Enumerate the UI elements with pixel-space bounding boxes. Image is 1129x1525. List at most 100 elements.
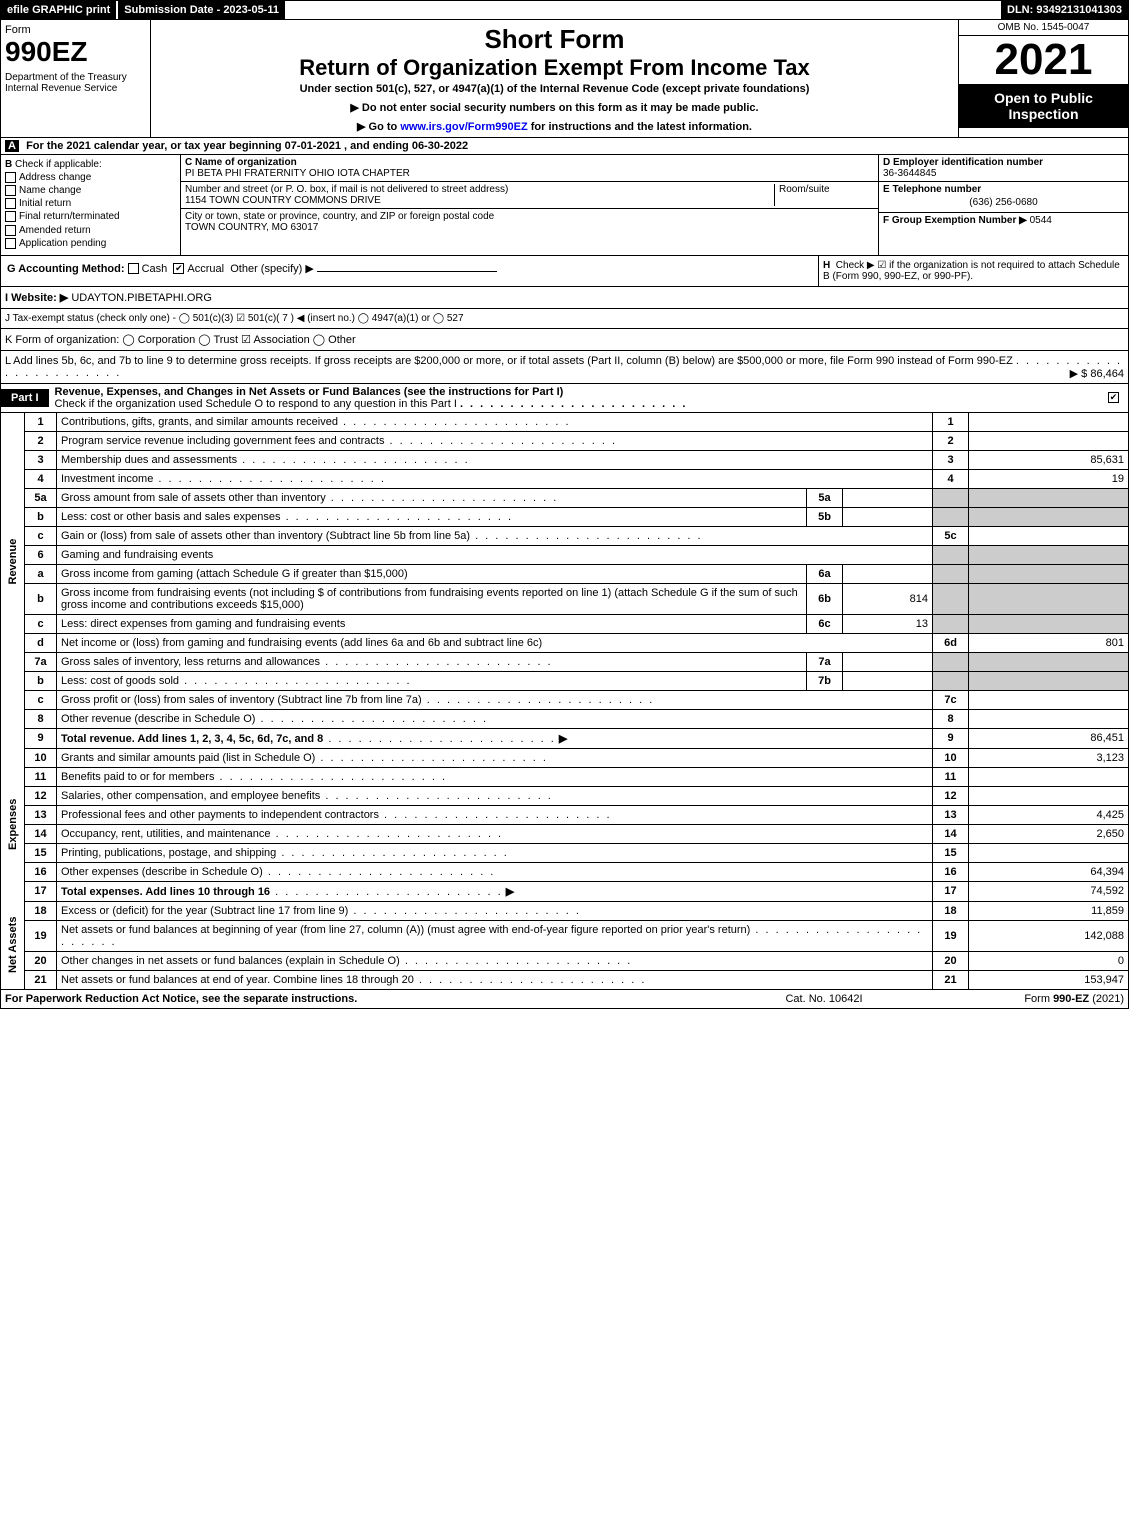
part-i-header: Part I Revenue, Expenses, and Changes in… [0, 384, 1129, 413]
irs-link[interactable]: www.irs.gov/Form990EZ [400, 121, 527, 133]
footer-mid: Cat. No. 10642I [724, 993, 924, 1005]
chk-application-pending[interactable]: Application pending [5, 238, 176, 249]
sv7b [969, 671, 1129, 690]
line-14: 14 Occupancy, rent, utilities, and maint… [1, 824, 1129, 843]
page-footer: For Paperwork Reduction Act Notice, see … [0, 990, 1129, 1009]
c21: 21 [933, 970, 969, 989]
v11 [969, 767, 1129, 786]
n3: 3 [25, 450, 57, 469]
line-6b: b Gross income from fundraising events (… [1, 583, 1129, 614]
d12: Salaries, other compensation, and employ… [61, 790, 320, 802]
b5a: 5a [807, 488, 843, 507]
n15: 15 [25, 843, 57, 862]
part-i-checkbox[interactable] [1102, 390, 1128, 406]
org-name-row: C Name of organization PI BETA PHI FRATE… [181, 155, 878, 182]
footer-left: For Paperwork Reduction Act Notice, see … [5, 993, 724, 1005]
bv6b: 814 [843, 583, 933, 614]
label-b: B [5, 159, 12, 170]
v15 [969, 843, 1129, 862]
n6b: b [25, 583, 57, 614]
line-20: 20 Other changes in net assets or fund b… [1, 951, 1129, 970]
efile-label[interactable]: efile GRAPHIC print [1, 1, 116, 19]
c1: 1 [933, 413, 969, 432]
chk-initial-return[interactable]: Initial return [5, 198, 176, 209]
row-k: K Form of organization: ◯ Corporation ◯ … [0, 329, 1129, 351]
c3: 3 [933, 450, 969, 469]
n2: 2 [25, 431, 57, 450]
ein-row: D Employer identification number 36-3644… [879, 155, 1128, 182]
short-form-label: Short Form [159, 24, 950, 55]
sv5b [969, 507, 1129, 526]
b6a: 6a [807, 564, 843, 583]
phone-value: (636) 256-0680 [883, 195, 1124, 210]
n5a: 5a [25, 488, 57, 507]
h-label: H [823, 260, 830, 271]
sv6a [969, 564, 1129, 583]
v1 [969, 413, 1129, 432]
chk-cash[interactable] [128, 263, 139, 274]
omb-number: OMB No. 1545-0047 [959, 20, 1128, 36]
v3: 85,631 [969, 450, 1129, 469]
form-number: 990EZ [5, 36, 146, 68]
d5a: Gross amount from sale of assets other t… [61, 492, 326, 504]
d7a: Gross sales of inventory, less returns a… [61, 656, 320, 668]
dots-pi [460, 398, 688, 410]
form-header: Form 990EZ Department of the Treasury In… [0, 20, 1129, 138]
c19: 19 [933, 920, 969, 951]
d21: Net assets or fund balances at end of ye… [61, 974, 414, 986]
ein-value: 36-3644845 [883, 168, 1124, 179]
c20: 20 [933, 951, 969, 970]
n12: 12 [25, 786, 57, 805]
bv7a [843, 652, 933, 671]
part-i-title: Revenue, Expenses, and Changes in Net As… [49, 384, 1102, 412]
line-11: 11 Benefits paid to or for members 11 [1, 767, 1129, 786]
b-caption: Check if applicable: [15, 159, 102, 170]
chk-address-change[interactable]: Address change [5, 172, 176, 183]
c15: 15 [933, 843, 969, 862]
line-12: 12 Salaries, other compensation, and emp… [1, 786, 1129, 805]
v6d: 801 [969, 633, 1129, 652]
n6c: c [25, 614, 57, 633]
open-to-public: Open to Public Inspection [959, 84, 1128, 128]
d7c: Gross profit or (loss) from sales of inv… [61, 694, 422, 706]
line-6d: d Net income or (loss) from gaming and f… [1, 633, 1129, 652]
v20: 0 [969, 951, 1129, 970]
d1: Contributions, gifts, grants, and simila… [61, 416, 338, 428]
s7b [933, 671, 969, 690]
c11: 11 [933, 767, 969, 786]
row-l: L Add lines 5b, 6c, and 7b to line 9 to … [0, 351, 1129, 384]
room-suite: Room/suite [774, 184, 874, 206]
n6d: d [25, 633, 57, 652]
d6a: Gross income from gaming (attach Schedul… [57, 564, 807, 583]
arrow17: ▶ [506, 886, 514, 898]
v21: 153,947 [969, 970, 1129, 989]
ssn-note: ▶ Do not enter social security numbers o… [159, 101, 950, 114]
form-label: Form [5, 24, 146, 36]
b6c: 6c [807, 614, 843, 633]
other-specify-input[interactable] [317, 271, 497, 272]
form-subtitle: Under section 501(c), 527, or 4947(a)(1)… [159, 83, 950, 95]
c-name-label: C Name of organization [185, 157, 868, 168]
h-text: Check ▶ ☑ if the organization is not req… [823, 260, 1120, 282]
label-a: A [5, 140, 19, 152]
submission-date: Submission Date - 2023-05-11 [116, 1, 285, 19]
spacer [285, 1, 1001, 19]
n13: 13 [25, 805, 57, 824]
c4: 4 [933, 469, 969, 488]
street-row: Number and street (or P. O. box, if mail… [181, 182, 878, 209]
c16: 16 [933, 862, 969, 881]
c10: 10 [933, 748, 969, 767]
chk-final-return[interactable]: Final return/terminated [5, 211, 176, 222]
sv6c [969, 614, 1129, 633]
row-a-text: For the 2021 calendar year, or tax year … [26, 140, 468, 152]
row-gh: G Accounting Method: Cash Accrual Other … [0, 256, 1129, 287]
chk-accrual[interactable] [173, 263, 184, 274]
chk-name-change[interactable]: Name change [5, 185, 176, 196]
n6a: a [25, 564, 57, 583]
sv5a [969, 488, 1129, 507]
chk-amended-return[interactable]: Amended return [5, 225, 176, 236]
n19: 19 [25, 920, 57, 951]
street-label: Number and street (or P. O. box, if mail… [185, 184, 774, 195]
row-j: J Tax-exempt status (check only one) - ◯… [0, 309, 1129, 329]
side-netassets: Net Assets [1, 901, 25, 989]
